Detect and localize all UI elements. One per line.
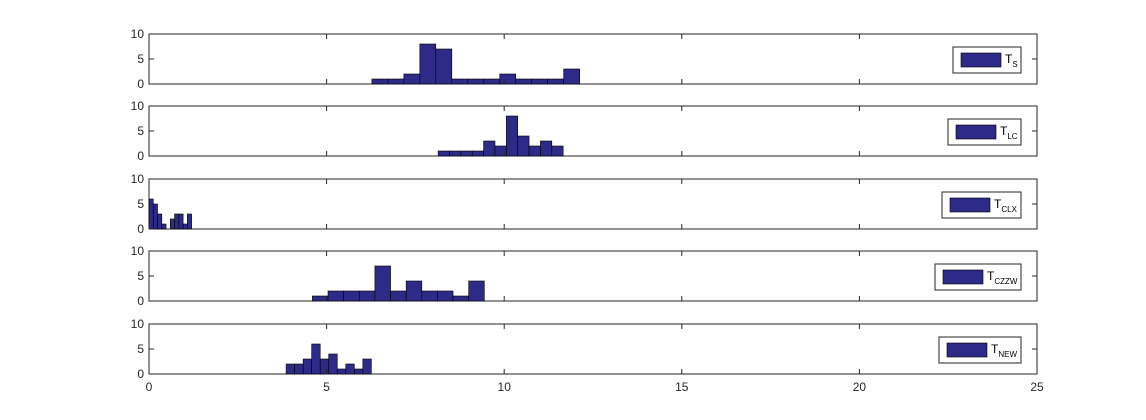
histogram-bar — [435, 48, 453, 85]
histogram-bar — [551, 145, 564, 157]
histogram-bar — [547, 78, 564, 85]
legend-swatch — [942, 269, 984, 285]
axes-box — [148, 33, 1038, 85]
histogram-bar — [471, 150, 484, 157]
legend-label: TCZZW — [987, 269, 1018, 286]
histogram-bar — [354, 368, 364, 375]
histogram-bar — [387, 78, 405, 85]
histogram-panel: 0 5 10 TCZZW — [131, 244, 1038, 308]
x-tick-label: 0 — [146, 380, 153, 394]
histogram-bar — [499, 73, 517, 85]
legend-swatch — [955, 124, 997, 140]
histogram-bar — [161, 223, 167, 230]
histogram-bar — [460, 150, 473, 157]
y-tick-label: 5 — [137, 197, 144, 211]
legend-label: TS — [1005, 52, 1018, 69]
histogram-panel: 0 5 10 TLC — [131, 99, 1038, 163]
histogram-bar — [403, 73, 421, 85]
x-tick-label: 20 — [853, 380, 867, 394]
histogram-panel: 0 5 10 TS — [131, 27, 1038, 91]
histogram-bar — [515, 78, 533, 85]
legend-label: TNEW — [991, 342, 1017, 359]
histogram-bar — [467, 78, 485, 85]
legend-swatch — [960, 52, 1002, 68]
histogram-bar — [437, 150, 450, 157]
histogram-bar — [371, 78, 389, 85]
histogram-bar — [294, 363, 304, 375]
histogram-bar — [449, 150, 462, 157]
y-tick-label: 0 — [137, 77, 144, 91]
histogram-bar — [343, 290, 360, 302]
y-tick-label: 0 — [137, 367, 144, 381]
histogram-bar — [336, 368, 347, 375]
legend-swatch — [949, 197, 991, 213]
histogram-bar — [419, 43, 437, 85]
legend: TCLX — [941, 191, 1022, 219]
legend: TCZZW — [934, 263, 1022, 291]
histogram-bar — [362, 358, 372, 375]
histogram-bar — [452, 295, 469, 302]
histogram-bar — [152, 203, 158, 230]
legend-label: TLC — [1000, 124, 1018, 141]
legend-swatch — [946, 342, 988, 358]
histogram-panel: 0 5 10 0 5 10 15 20 25 TNEW — [131, 317, 1044, 394]
axes-box — [148, 105, 1038, 157]
histogram-bar — [178, 213, 184, 230]
histogram-bar — [187, 213, 192, 230]
legend: TS — [952, 46, 1022, 74]
histogram-bar — [170, 218, 175, 230]
histogram-panel: 0 5 10 TCLX — [131, 172, 1038, 236]
histogram-bar — [506, 115, 518, 157]
histogram-bar — [528, 145, 541, 157]
histogram-bar — [563, 68, 580, 85]
y-tick-label: 5 — [137, 342, 144, 356]
legend: TNEW — [938, 336, 1022, 364]
histogram-bar — [468, 280, 485, 302]
y-tick-label: 0 — [137, 149, 144, 163]
y-tick-label: 5 — [137, 52, 144, 66]
legend: TLC — [947, 118, 1022, 146]
axes-box — [148, 323, 1038, 375]
histogram-bar — [174, 213, 180, 230]
histogram-bar — [437, 290, 454, 302]
y-tick-label: 0 — [137, 294, 144, 308]
y-tick-label: 5 — [137, 269, 144, 283]
histogram-bar — [327, 290, 344, 302]
histogram-bar — [405, 280, 423, 302]
y-tick-label: 5 — [137, 124, 144, 138]
histogram-bar — [517, 135, 530, 157]
y-tick-label: 10 — [131, 172, 145, 186]
histogram-bar — [540, 140, 553, 157]
histogram-bar — [483, 78, 501, 85]
axes-box — [148, 250, 1038, 302]
histogram-bar — [421, 290, 438, 302]
x-tick-label: 5 — [323, 380, 330, 394]
x-tick-label: 10 — [498, 380, 512, 394]
histogram-bar — [311, 343, 321, 375]
histogram-bar — [285, 363, 295, 375]
histogram-bar — [483, 140, 496, 157]
histogram-bar — [345, 363, 355, 375]
x-tick-label: 25 — [1030, 380, 1044, 394]
x-tick-label: 15 — [675, 380, 689, 394]
histogram-bar — [451, 78, 469, 85]
histogram-bar — [531, 78, 549, 85]
legend-label: TCLX — [994, 197, 1018, 214]
histogram-bar — [374, 265, 391, 302]
histogram-bar — [302, 358, 312, 375]
histogram-bar — [157, 213, 163, 230]
histogram-bar — [358, 290, 376, 302]
y-tick-label: 10 — [131, 27, 145, 41]
histogram-bar — [319, 358, 330, 375]
histogram-bar — [328, 353, 338, 375]
histogram-bar — [182, 223, 188, 230]
histogram-bar — [312, 295, 329, 302]
axes-box — [148, 178, 1038, 230]
y-tick-label: 10 — [131, 99, 145, 113]
histogram-bar — [390, 290, 407, 302]
y-tick-label: 10 — [131, 244, 145, 258]
y-tick-label: 0 — [137, 222, 144, 236]
y-tick-label: 10 — [131, 317, 145, 331]
